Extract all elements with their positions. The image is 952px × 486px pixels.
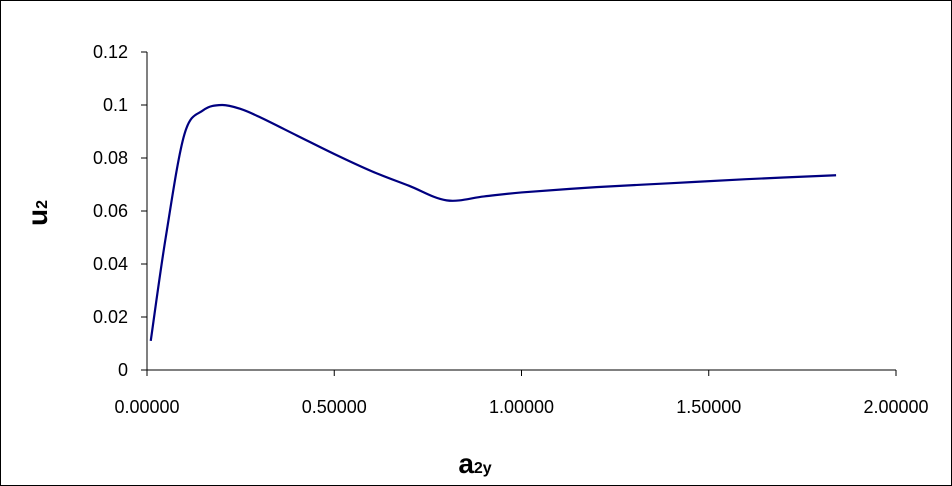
y-tick-label: 0.12 [93,42,128,62]
y-tick-label: 0.02 [93,307,128,327]
x-axis-title: a2y [458,448,491,479]
y-tick-label: 0.04 [93,254,128,274]
x-tick-label: 2.00000 [863,397,928,417]
x-tick-label: 0.50000 [302,397,367,417]
x-tick-label: 1.50000 [676,397,741,417]
y-axis-title-main: u [22,209,53,226]
y-tick-label: 0.06 [93,201,128,221]
x-tick-label: 1.00000 [489,397,554,417]
x-axis-title-main: a [458,448,474,479]
y-axis-title: u2 [22,200,53,226]
x-tick-label: 0.00000 [114,397,179,417]
y-tick-label: 0 [118,360,128,380]
plot-area: 0 0.02 0.04 0.06 0.08 0.1 0.12 0.00000 0.50000 1.… [93,42,929,417]
y-tick-label: 0.1 [103,95,128,115]
y-tick-label: 0.08 [93,148,128,168]
x-axis-title-sub: 2y [474,460,492,477]
series-line [149,103,837,342]
y-axis-title-sub: 2 [34,200,51,209]
